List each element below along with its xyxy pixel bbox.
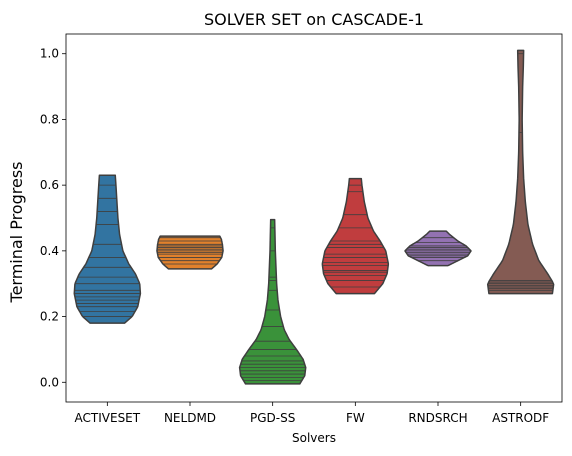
violin-fw (321, 177, 390, 295)
y-tick-label: 0.0 (40, 375, 59, 389)
x-tick-label: PGD-SS (250, 411, 295, 425)
violin-pgd-ss (238, 218, 307, 385)
chart-title: SOLVER SET on CASCADE-1 (204, 10, 424, 29)
x-tick-label: ACTIVESET (75, 411, 141, 425)
plot-frame (65, 33, 563, 403)
violins-layer (73, 49, 555, 385)
y-axis-title: Terminal Progress (7, 162, 26, 304)
violin-body (321, 177, 390, 295)
violin-body (486, 49, 555, 295)
violin-neldmd (156, 235, 224, 270)
x-tick-label: RNDSRCH (408, 411, 467, 425)
violin-activeset (73, 174, 142, 324)
y-tick-label: 0.6 (40, 178, 59, 192)
x-tick-label: NELDMD (164, 411, 216, 425)
x-axis-title: Solvers (292, 431, 336, 445)
y-tick-label: 0.4 (40, 244, 59, 258)
x-tick-label: ASTRODF (492, 411, 549, 425)
violin-body (238, 218, 307, 385)
x-axis: ACTIVESET NELDMD PGD-SS FW RNDSRCH ASTRODF (75, 402, 549, 425)
violin-rndsrch (404, 230, 472, 267)
y-tick-label: 0.8 (40, 112, 59, 126)
y-axis: 0.0 0.2 0.4 0.6 0.8 1.0 (40, 47, 66, 389)
y-tick-label: 0.2 (40, 310, 59, 324)
x-tick-label: FW (346, 411, 365, 425)
y-tick-label: 1.0 (40, 47, 59, 61)
violin-astrodf (486, 49, 555, 295)
